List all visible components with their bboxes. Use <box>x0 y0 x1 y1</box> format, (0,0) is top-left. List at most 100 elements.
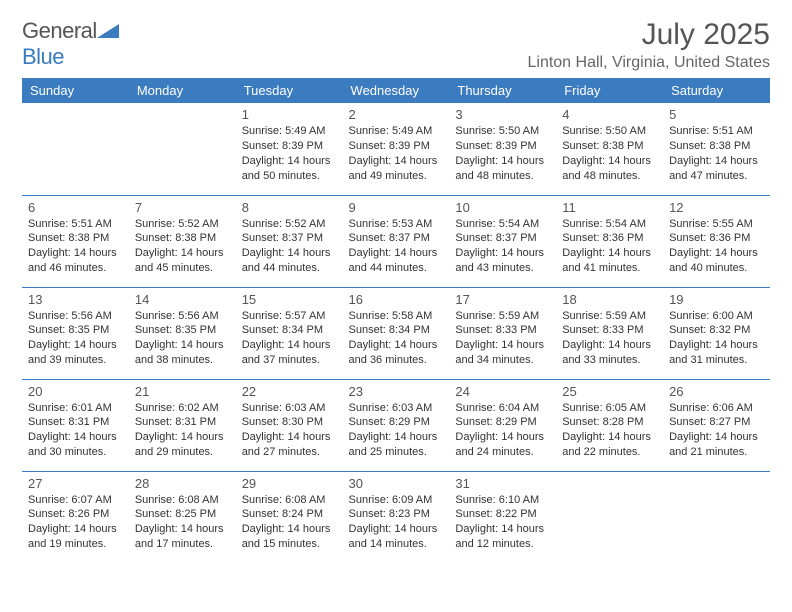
sunrise-text: Sunrise: 5:51 AM <box>669 124 764 139</box>
month-title: July 2025 <box>527 18 770 52</box>
sunset-text: Sunset: 8:38 PM <box>135 231 230 246</box>
calendar-day-cell: 26Sunrise: 6:06 AMSunset: 8:27 PMDayligh… <box>663 379 770 471</box>
daylight-text: and 39 minutes. <box>28 353 123 368</box>
calendar-day-cell: 8Sunrise: 5:52 AMSunset: 8:37 PMDaylight… <box>236 195 343 287</box>
calendar-day-cell: 13Sunrise: 5:56 AMSunset: 8:35 PMDayligh… <box>22 287 129 379</box>
calendar-day-cell: 18Sunrise: 5:59 AMSunset: 8:33 PMDayligh… <box>556 287 663 379</box>
daylight-text: and 48 minutes. <box>455 169 550 184</box>
daylight-text: Daylight: 14 hours <box>349 246 444 261</box>
location: Linton Hall, Virginia, United States <box>527 54 770 72</box>
sunrise-text: Sunrise: 5:56 AM <box>135 309 230 324</box>
daylight-text: and 41 minutes. <box>562 261 657 276</box>
daylight-text: and 50 minutes. <box>242 169 337 184</box>
sunset-text: Sunset: 8:28 PM <box>562 415 657 430</box>
sunset-text: Sunset: 8:39 PM <box>455 139 550 154</box>
sunset-text: Sunset: 8:27 PM <box>669 415 764 430</box>
daylight-text: and 29 minutes. <box>135 445 230 460</box>
daylight-text: Daylight: 14 hours <box>562 338 657 353</box>
sunrise-text: Sunrise: 5:50 AM <box>562 124 657 139</box>
sunset-text: Sunset: 8:37 PM <box>349 231 444 246</box>
daylight-text: Daylight: 14 hours <box>562 154 657 169</box>
calendar-empty-cell <box>663 471 770 563</box>
sunrise-text: Sunrise: 6:10 AM <box>455 493 550 508</box>
calendar-day-cell: 19Sunrise: 6:00 AMSunset: 8:32 PMDayligh… <box>663 287 770 379</box>
day-number: 27 <box>28 476 123 491</box>
day-number: 5 <box>669 107 764 122</box>
logo-text: General Blue <box>22 18 119 70</box>
calendar-day-cell: 24Sunrise: 6:04 AMSunset: 8:29 PMDayligh… <box>449 379 556 471</box>
daylight-text: and 34 minutes. <box>455 353 550 368</box>
day-number: 3 <box>455 107 550 122</box>
daylight-text: Daylight: 14 hours <box>242 154 337 169</box>
day-number: 15 <box>242 292 337 307</box>
sunrise-text: Sunrise: 5:52 AM <box>135 217 230 232</box>
daylight-text: Daylight: 14 hours <box>242 338 337 353</box>
day-number: 12 <box>669 200 764 215</box>
daylight-text: and 45 minutes. <box>135 261 230 276</box>
sunrise-text: Sunrise: 5:49 AM <box>242 124 337 139</box>
calendar-day-cell: 15Sunrise: 5:57 AMSunset: 8:34 PMDayligh… <box>236 287 343 379</box>
sunrise-text: Sunrise: 5:59 AM <box>562 309 657 324</box>
day-number: 19 <box>669 292 764 307</box>
daylight-text: and 12 minutes. <box>455 537 550 552</box>
daylight-text: and 24 minutes. <box>455 445 550 460</box>
sunrise-text: Sunrise: 5:54 AM <box>562 217 657 232</box>
calendar-day-cell: 10Sunrise: 5:54 AMSunset: 8:37 PMDayligh… <box>449 195 556 287</box>
weekday-header: Sunday <box>22 78 129 103</box>
sunrise-text: Sunrise: 6:06 AM <box>669 401 764 416</box>
sunset-text: Sunset: 8:26 PM <box>28 507 123 522</box>
sunrise-text: Sunrise: 5:56 AM <box>28 309 123 324</box>
daylight-text: and 48 minutes. <box>562 169 657 184</box>
day-number: 28 <box>135 476 230 491</box>
sunrise-text: Sunrise: 5:55 AM <box>669 217 764 232</box>
daylight-text: and 21 minutes. <box>669 445 764 460</box>
sunrise-text: Sunrise: 6:03 AM <box>349 401 444 416</box>
daylight-text: and 19 minutes. <box>28 537 123 552</box>
daylight-text: and 22 minutes. <box>562 445 657 460</box>
sunrise-text: Sunrise: 5:50 AM <box>455 124 550 139</box>
sunrise-text: Sunrise: 5:49 AM <box>349 124 444 139</box>
day-number: 11 <box>562 200 657 215</box>
day-number: 9 <box>349 200 444 215</box>
calendar-day-cell: 23Sunrise: 6:03 AMSunset: 8:29 PMDayligh… <box>343 379 450 471</box>
sunrise-text: Sunrise: 5:53 AM <box>349 217 444 232</box>
calendar-week-row: 27 Sunrise: 6:07 AMSunset: 8:26 PM Dayligh… <box>22 471 770 563</box>
calendar-empty-cell <box>22 103 129 195</box>
daylight-text: Daylight: 14 hours <box>242 430 337 445</box>
day-number: 13 <box>28 292 123 307</box>
daylight-text: Daylight: 14 hours <box>28 246 123 261</box>
daylight-text: Daylight: 14 hours <box>455 154 550 169</box>
daylight-text: and 44 minutes. <box>349 261 444 276</box>
title-block: July 2025 Linton Hall, Virginia, United … <box>527 18 770 72</box>
daylight-text: and 36 minutes. <box>349 353 444 368</box>
day-number: 21 <box>135 384 230 399</box>
daylight-text: and 46 minutes. <box>28 261 123 276</box>
calendar-day-cell: 11Sunrise: 5:54 AMSunset: 8:36 PMDayligh… <box>556 195 663 287</box>
sunset-text: Sunset: 8:36 PM <box>562 231 657 246</box>
sunrise-text: Sunrise: 6:00 AM <box>669 309 764 324</box>
sunrise-text: Sunrise: 5:54 AM <box>455 217 550 232</box>
sunrise-text: Sunrise: 6:07 AM <box>28 493 123 508</box>
sunset-text: Sunset: 8:39 PM <box>349 139 444 154</box>
sunrise-text: Sunrise: 6:03 AM <box>242 401 337 416</box>
calendar-day-cell: 1Sunrise: 5:49 AMSunset: 8:39 PMDaylight… <box>236 103 343 195</box>
daylight-text: and 27 minutes. <box>242 445 337 460</box>
daylight-text: Daylight: 14 hours <box>349 522 444 537</box>
logo-triangle-icon <box>97 18 119 44</box>
logo-text-1: General <box>22 18 97 43</box>
calendar-day-cell: 22Sunrise: 6:03 AMSunset: 8:30 PMDayligh… <box>236 379 343 471</box>
day-number: 24 <box>455 384 550 399</box>
day-number: 10 <box>455 200 550 215</box>
day-number: 17 <box>455 292 550 307</box>
day-number: 2 <box>349 107 444 122</box>
sunset-text: Sunset: 8:38 PM <box>28 231 123 246</box>
daylight-text: Daylight: 14 hours <box>669 154 764 169</box>
sunrise-text: Sunrise: 6:02 AM <box>135 401 230 416</box>
calendar-day-cell: 6Sunrise: 5:51 AMSunset: 8:38 PMDaylight… <box>22 195 129 287</box>
calendar-week-row: 13Sunrise: 5:56 AMSunset: 8:35 PMDayligh… <box>22 287 770 379</box>
sunrise-text: Sunrise: 5:58 AM <box>349 309 444 324</box>
day-number: 30 <box>349 476 444 491</box>
daylight-text: Daylight: 14 hours <box>562 430 657 445</box>
daylight-text: Daylight: 14 hours <box>28 338 123 353</box>
calendar-body: 1Sunrise: 5:49 AMSunset: 8:39 PMDaylight… <box>22 103 770 563</box>
